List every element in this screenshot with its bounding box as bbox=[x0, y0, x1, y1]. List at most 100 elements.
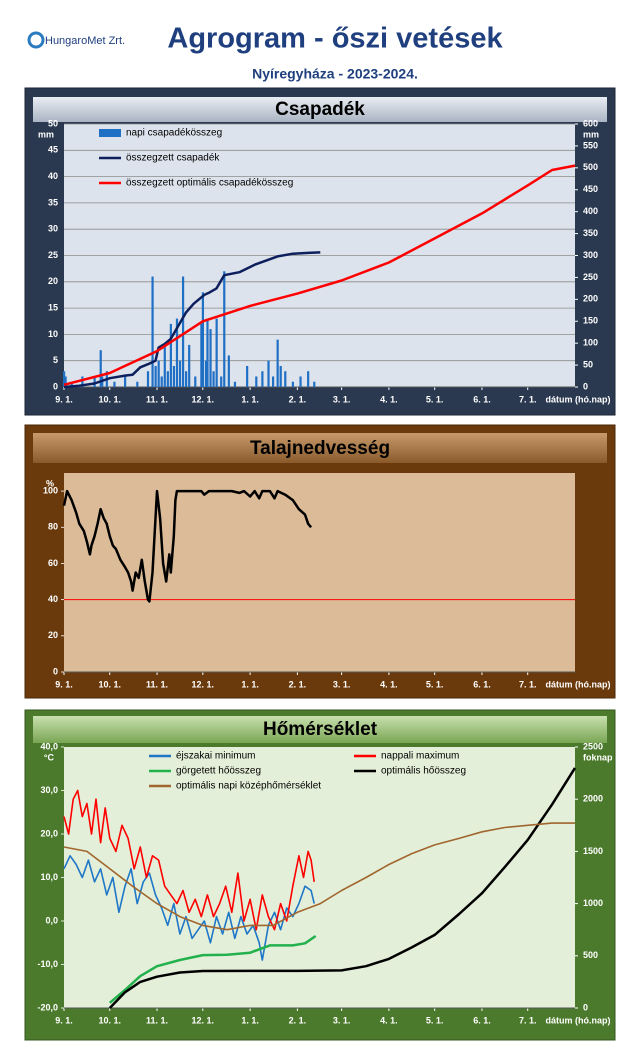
bar bbox=[284, 371, 287, 387]
bar bbox=[172, 365, 176, 387]
bar bbox=[291, 381, 295, 387]
bar bbox=[194, 376, 197, 387]
series-line bbox=[63, 855, 315, 961]
x-tick-label: 3. 1. bbox=[333, 394, 351, 404]
bar bbox=[204, 360, 208, 387]
legend-label: napi csapadékösszeg bbox=[126, 128, 222, 139]
bar bbox=[157, 360, 160, 387]
y2-tick-label: 400 bbox=[583, 206, 598, 216]
y2-tick-label: 1500 bbox=[583, 846, 603, 856]
bar bbox=[124, 376, 127, 387]
x-axis-label: dátum (hó.nap) bbox=[546, 679, 611, 689]
bar bbox=[146, 371, 150, 387]
bar bbox=[64, 376, 67, 387]
bar bbox=[136, 381, 139, 387]
y-tick-label: 40 bbox=[48, 594, 58, 604]
y2-tick-label: 100 bbox=[583, 338, 598, 348]
bar bbox=[206, 318, 209, 387]
bar bbox=[178, 360, 182, 387]
x-tick-label: 10. 1. bbox=[98, 1015, 121, 1025]
bar bbox=[215, 318, 218, 387]
x-tick-label: 3. 1. bbox=[333, 1015, 351, 1025]
x-tick-label: 11. 1. bbox=[146, 679, 168, 689]
bar bbox=[307, 371, 310, 387]
bar bbox=[313, 381, 316, 387]
bar bbox=[267, 360, 270, 387]
x-tick-label: 1. 1. bbox=[241, 679, 259, 689]
bar bbox=[99, 350, 102, 387]
legend-label: optimális hőösszeg bbox=[381, 766, 466, 777]
series-line bbox=[63, 251, 321, 389]
bar bbox=[93, 376, 96, 387]
y-tick-label: -20,0 bbox=[37, 1002, 58, 1012]
y2-unit: mm bbox=[583, 129, 599, 139]
bar bbox=[209, 329, 212, 387]
bar bbox=[70, 381, 73, 387]
y2-tick-label: 0 bbox=[583, 1002, 588, 1012]
y2-tick-label: 150 bbox=[583, 316, 598, 326]
x-tick-label: 6. 1. bbox=[473, 1015, 491, 1025]
y2-tick-label: 2000 bbox=[583, 794, 603, 804]
x-tick-label: 4. 1. bbox=[380, 1015, 398, 1025]
bar bbox=[279, 365, 282, 387]
x-tick-label: 7. 1. bbox=[519, 1015, 537, 1025]
x-tick-label: 7. 1. bbox=[519, 394, 537, 404]
bar bbox=[271, 376, 275, 387]
series-line bbox=[63, 789, 315, 931]
x-tick-label: 6. 1. bbox=[473, 679, 491, 689]
y2-tick-label: 450 bbox=[583, 184, 598, 194]
x-tick-label: 12. 1. bbox=[192, 679, 215, 689]
y2-tick-label: 0 bbox=[583, 381, 588, 391]
y-tick-label: -10,0 bbox=[37, 959, 58, 969]
x-tick-label: 12. 1. bbox=[192, 394, 215, 404]
bar bbox=[154, 365, 157, 387]
y-tick-label: 0 bbox=[53, 381, 58, 391]
x-tick-label: 9. 1. bbox=[55, 1015, 73, 1025]
bar bbox=[63, 371, 66, 387]
logo-text: HungaroMet Zrt. bbox=[45, 35, 125, 47]
bar bbox=[188, 344, 191, 387]
bar bbox=[151, 276, 154, 387]
x-tick-label: 3. 1. bbox=[333, 679, 351, 689]
bar bbox=[200, 323, 203, 387]
y-tick-label: 25 bbox=[48, 250, 58, 260]
bar bbox=[276, 339, 279, 387]
x-tick-label: 4. 1. bbox=[380, 394, 398, 404]
x-tick-label: 7. 1. bbox=[519, 679, 537, 689]
legend-label: görgetett hőösszeg bbox=[176, 766, 261, 777]
y2-tick-label: 550 bbox=[583, 140, 598, 150]
y-tick-label: 30,0 bbox=[40, 785, 58, 795]
y-tick-label: 10 bbox=[48, 329, 58, 339]
y2-tick-label: 500 bbox=[583, 950, 598, 960]
y-unit: mm bbox=[38, 129, 54, 139]
x-axis-label: dátum (hó.nap) bbox=[546, 1015, 611, 1025]
y2-tick-label: 1000 bbox=[583, 898, 603, 908]
bar bbox=[212, 371, 215, 387]
y-tick-label: 20 bbox=[48, 276, 58, 286]
x-tick-label: 9. 1. bbox=[55, 394, 73, 404]
y2-tick-label: 300 bbox=[583, 250, 598, 260]
y2-tick-label: 200 bbox=[583, 294, 598, 304]
series-line bbox=[63, 822, 575, 931]
x-tick-label: 1. 1. bbox=[241, 1015, 259, 1025]
logo-icon bbox=[27, 31, 45, 49]
legend-label: összegzett csapadék bbox=[126, 153, 220, 164]
bar bbox=[166, 371, 169, 387]
legend-label: nappali maximum bbox=[381, 751, 459, 762]
plot-area bbox=[64, 473, 575, 672]
series-line bbox=[108, 934, 317, 1004]
series-line bbox=[62, 489, 313, 603]
legend-label: optimális napi középhőmérséklet bbox=[176, 781, 321, 792]
page-subtitle: Nyíregyháza - 2023-2024. bbox=[252, 66, 418, 82]
bar bbox=[233, 381, 237, 387]
chart-title: Csapadék bbox=[275, 99, 365, 120]
y-tick-label: 45 bbox=[48, 145, 58, 155]
y-tick-label: 40 bbox=[48, 171, 58, 181]
y2-tick-label: 250 bbox=[583, 272, 598, 282]
x-tick-label: 6. 1. bbox=[473, 394, 491, 404]
bar bbox=[255, 376, 258, 387]
y-tick-label: 10,0 bbox=[40, 872, 58, 882]
bar bbox=[113, 381, 116, 387]
y-unit: °C bbox=[44, 752, 55, 762]
legend-label: összegzett optimális csapadékösszeg bbox=[126, 178, 293, 189]
